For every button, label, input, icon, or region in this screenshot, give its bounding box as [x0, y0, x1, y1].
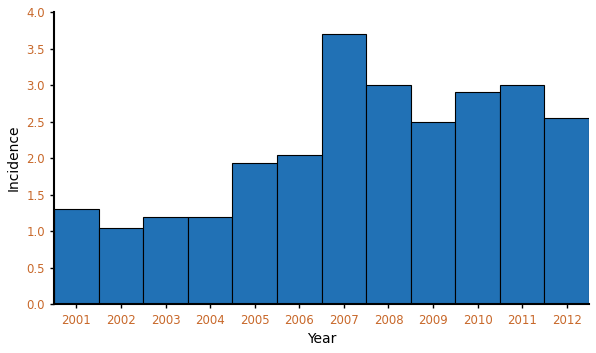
Bar [54, 209, 99, 305]
Bar [99, 228, 143, 305]
Bar [322, 34, 366, 305]
Bar [411, 122, 455, 305]
Bar [188, 217, 232, 305]
Bar [277, 155, 322, 305]
X-axis label: Year: Year [307, 332, 336, 346]
Y-axis label: Incidence: Incidence [7, 125, 21, 191]
Bar [500, 85, 545, 305]
Bar [143, 217, 188, 305]
Bar [455, 92, 500, 305]
Bar [232, 163, 277, 305]
Bar [545, 118, 589, 305]
Bar [366, 85, 411, 305]
